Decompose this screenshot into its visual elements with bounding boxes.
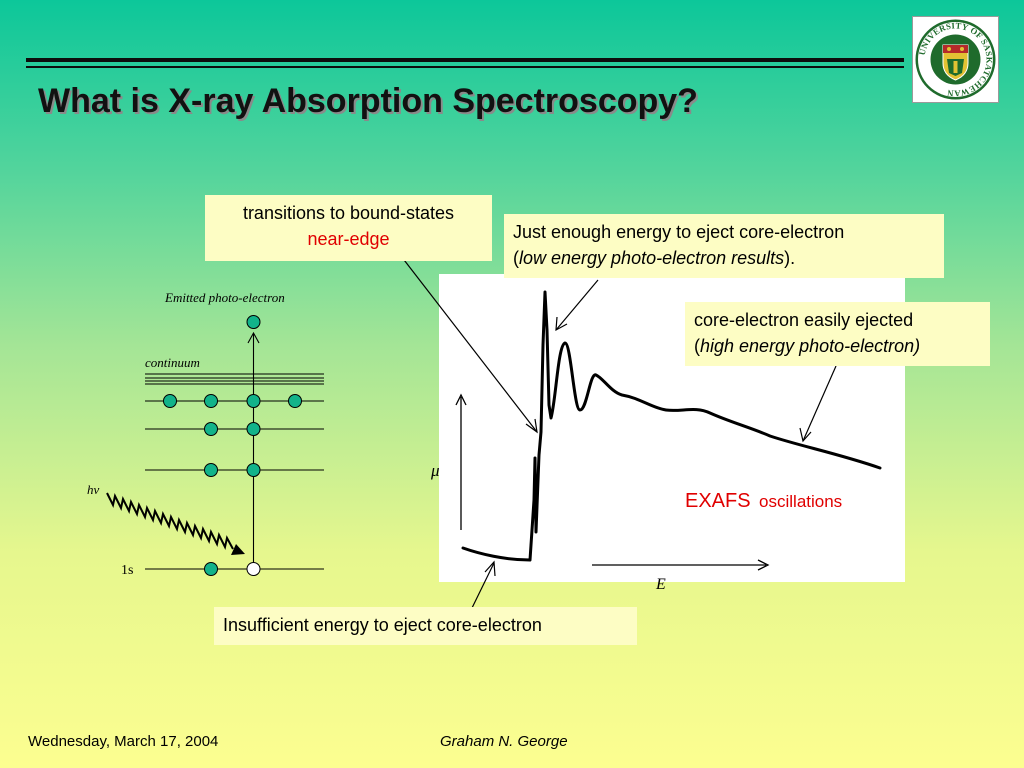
continuum-lines — [145, 373, 324, 385]
y-axis-label: μ — [430, 461, 440, 480]
callout-high-energy-line1: core-electron easily ejected — [694, 310, 914, 330]
callout-low-energy-open: ( — [513, 248, 519, 268]
exafs-word: EXAFS — [685, 490, 751, 512]
callout-low-energy-line2: (low energy photo-electron results). — [513, 245, 935, 271]
exafs-annotation: EXAFS oscillations — [685, 490, 842, 512]
pointer-insufficient — [470, 562, 495, 611]
university-logo: UNIVERSITY OF SASKATCHEWAN — [912, 16, 999, 103]
x-axis-arrowhead-icon — [757, 559, 770, 571]
footer-author: Graham N. George — [440, 733, 568, 750]
slide-title: What is X-ray Absorption Spectroscopy? — [38, 82, 698, 120]
pointer-insufficient-head-icon — [484, 560, 496, 577]
footer-date: Wednesday, March 17, 2004 — [28, 733, 219, 750]
y-axis-arrowhead-icon — [455, 393, 467, 406]
callout-bound-states: transitions to bound-states near-edge — [205, 195, 492, 261]
callout-pointers — [400, 255, 837, 611]
callout-insufficient: Insufficient energy to eject core-electr… — [214, 607, 637, 645]
callout-high-energy-line2: (high energy photo-electron) — [694, 333, 981, 359]
emitted-electron-label: Emitted photo-electron — [164, 290, 285, 305]
pointer-low-energy-head-icon — [555, 316, 568, 332]
x-axis-label: E — [655, 576, 666, 593]
pointer-high-energy — [802, 365, 837, 442]
callout-low-energy: Just enough energy to eject core-electro… — [504, 214, 944, 278]
photon-label: hν — [87, 482, 100, 497]
photon-arrowhead-icon — [231, 544, 245, 555]
callout-low-energy-close: ). — [784, 248, 796, 268]
callout-near-edge-label: near-edge — [307, 229, 390, 249]
spectrum-plot: μ E EXAFS oscillations — [430, 290, 882, 593]
callout-high-energy-italic: high energy photo-electron) — [700, 336, 921, 356]
bound-levels — [145, 400, 324, 570]
callout-low-energy-italic: low energy photo-electron results — [519, 248, 785, 268]
pointer-low-energy — [555, 279, 599, 331]
callout-bound-states-line1: transitions to bound-states — [242, 203, 455, 223]
electrons — [163, 315, 302, 576]
callout-insufficient-text: Insufficient energy to eject core-electr… — [223, 615, 542, 635]
absorption-curve — [461, 290, 882, 562]
header-rule-bottom — [26, 66, 904, 68]
photon-wave — [106, 492, 234, 550]
core-hole — [246, 562, 261, 576]
callout-high-energy-open: ( — [694, 336, 700, 356]
pointer-near-edge-head-icon — [525, 418, 538, 434]
exafs-suffix: oscillations — [759, 492, 842, 511]
header-rule-top — [26, 58, 904, 62]
energy-level-diagram: Emitted photo-electron continuum hν 1s — [87, 290, 324, 578]
core-level-label: 1s — [121, 563, 133, 578]
callout-high-energy: core-electron easily ejected (high energ… — [685, 302, 990, 366]
excitation-arrowhead-icon — [247, 331, 260, 344]
callout-low-energy-line1: Just enough energy to eject core-electro… — [513, 222, 845, 242]
continuum-label: continuum — [145, 355, 200, 370]
university-crest-icon: UNIVERSITY OF SASKATCHEWAN — [915, 19, 996, 100]
pointer-near-edge — [400, 255, 538, 433]
pointer-high-energy-head-icon — [799, 427, 812, 443]
